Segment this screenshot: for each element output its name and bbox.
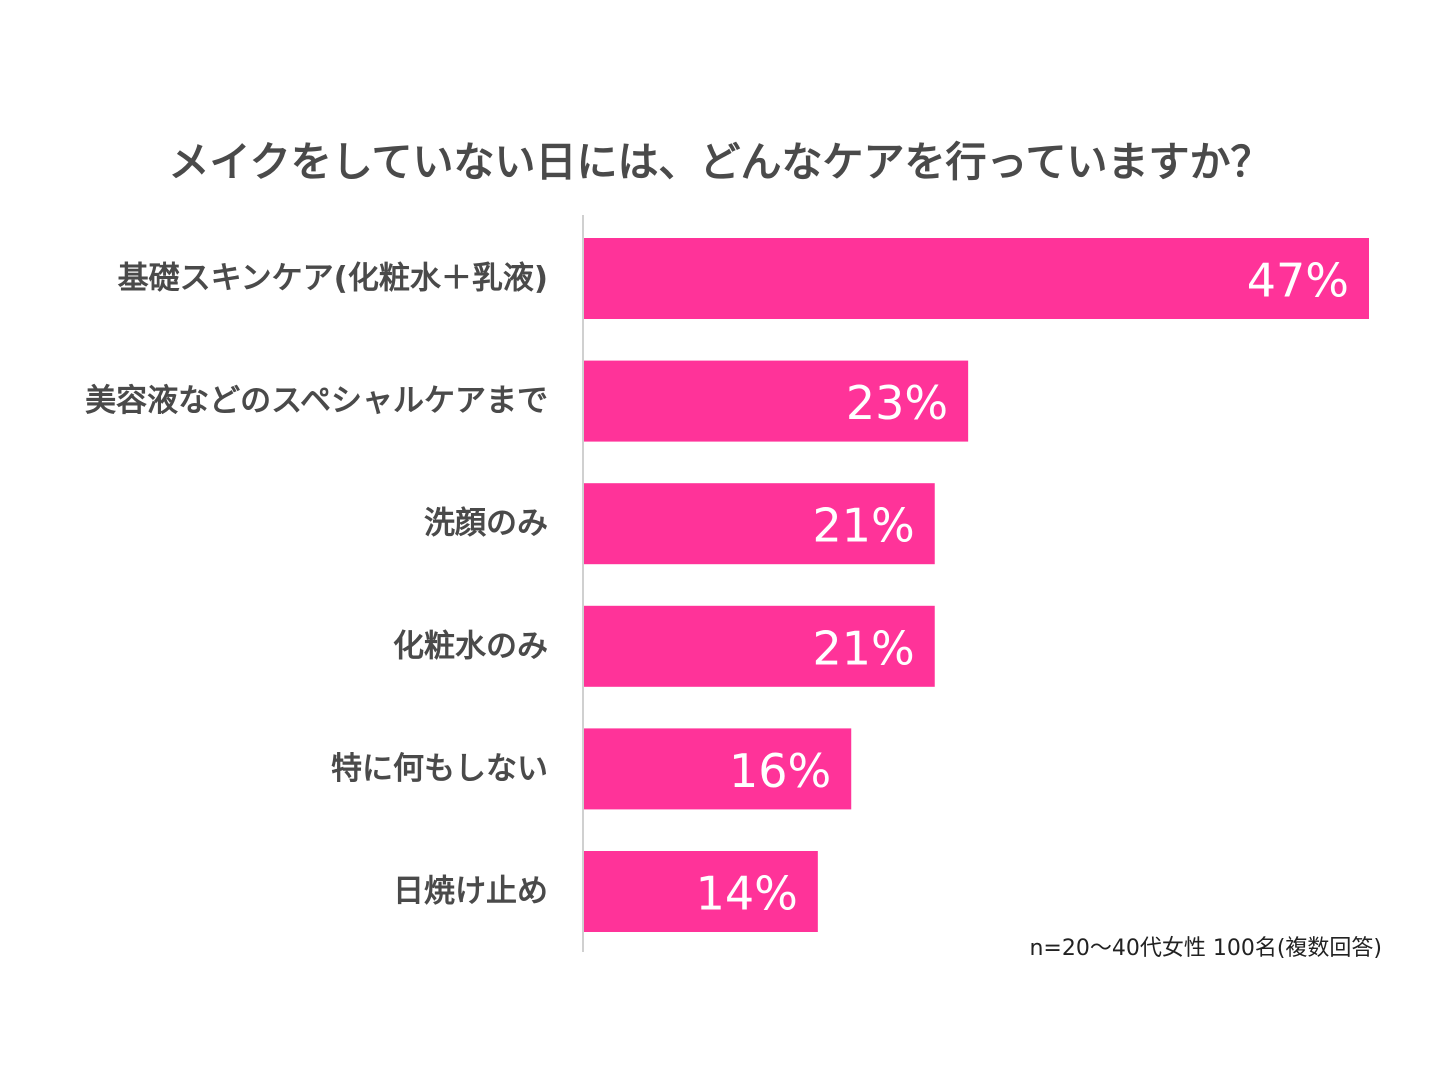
bar-3 bbox=[584, 605, 935, 687]
value-label-5: 14% bbox=[696, 867, 798, 921]
bar-0 bbox=[584, 238, 1369, 319]
value-label-4: 16% bbox=[729, 744, 831, 798]
bar-5 bbox=[584, 851, 818, 932]
bar-4 bbox=[584, 728, 852, 810]
bars-layer: 基礎スキンケア(化粧水＋乳液) 47% 美容液などのスペシャルケアまで 23% 洗顔のみ… bbox=[85, 238, 1369, 932]
category-label-5: 日焼け止め bbox=[393, 874, 548, 910]
category-label-3: 化粧水のみ bbox=[393, 628, 548, 664]
value-label-2: 21% bbox=[812, 499, 914, 553]
category-label-1: 美容液などのスペシャルケアまで bbox=[85, 383, 548, 419]
value-label-3: 21% bbox=[812, 621, 914, 675]
value-label-1: 23% bbox=[846, 376, 948, 430]
bar-2 bbox=[584, 483, 935, 565]
category-label-0: 基礎スキンケア(化粧水＋乳液) bbox=[118, 261, 548, 297]
value-label-0: 47% bbox=[1247, 254, 1349, 308]
category-label-2: 洗顔のみ bbox=[424, 506, 548, 542]
sample-note: n=20～40代女性 100名(複数回答) bbox=[1029, 936, 1382, 961]
bar-1 bbox=[584, 360, 969, 442]
category-label-4: 特に何もしない bbox=[331, 751, 548, 787]
chart-title: メイクをしていない日には、どんなケアを行っていますか？ bbox=[168, 138, 1272, 186]
